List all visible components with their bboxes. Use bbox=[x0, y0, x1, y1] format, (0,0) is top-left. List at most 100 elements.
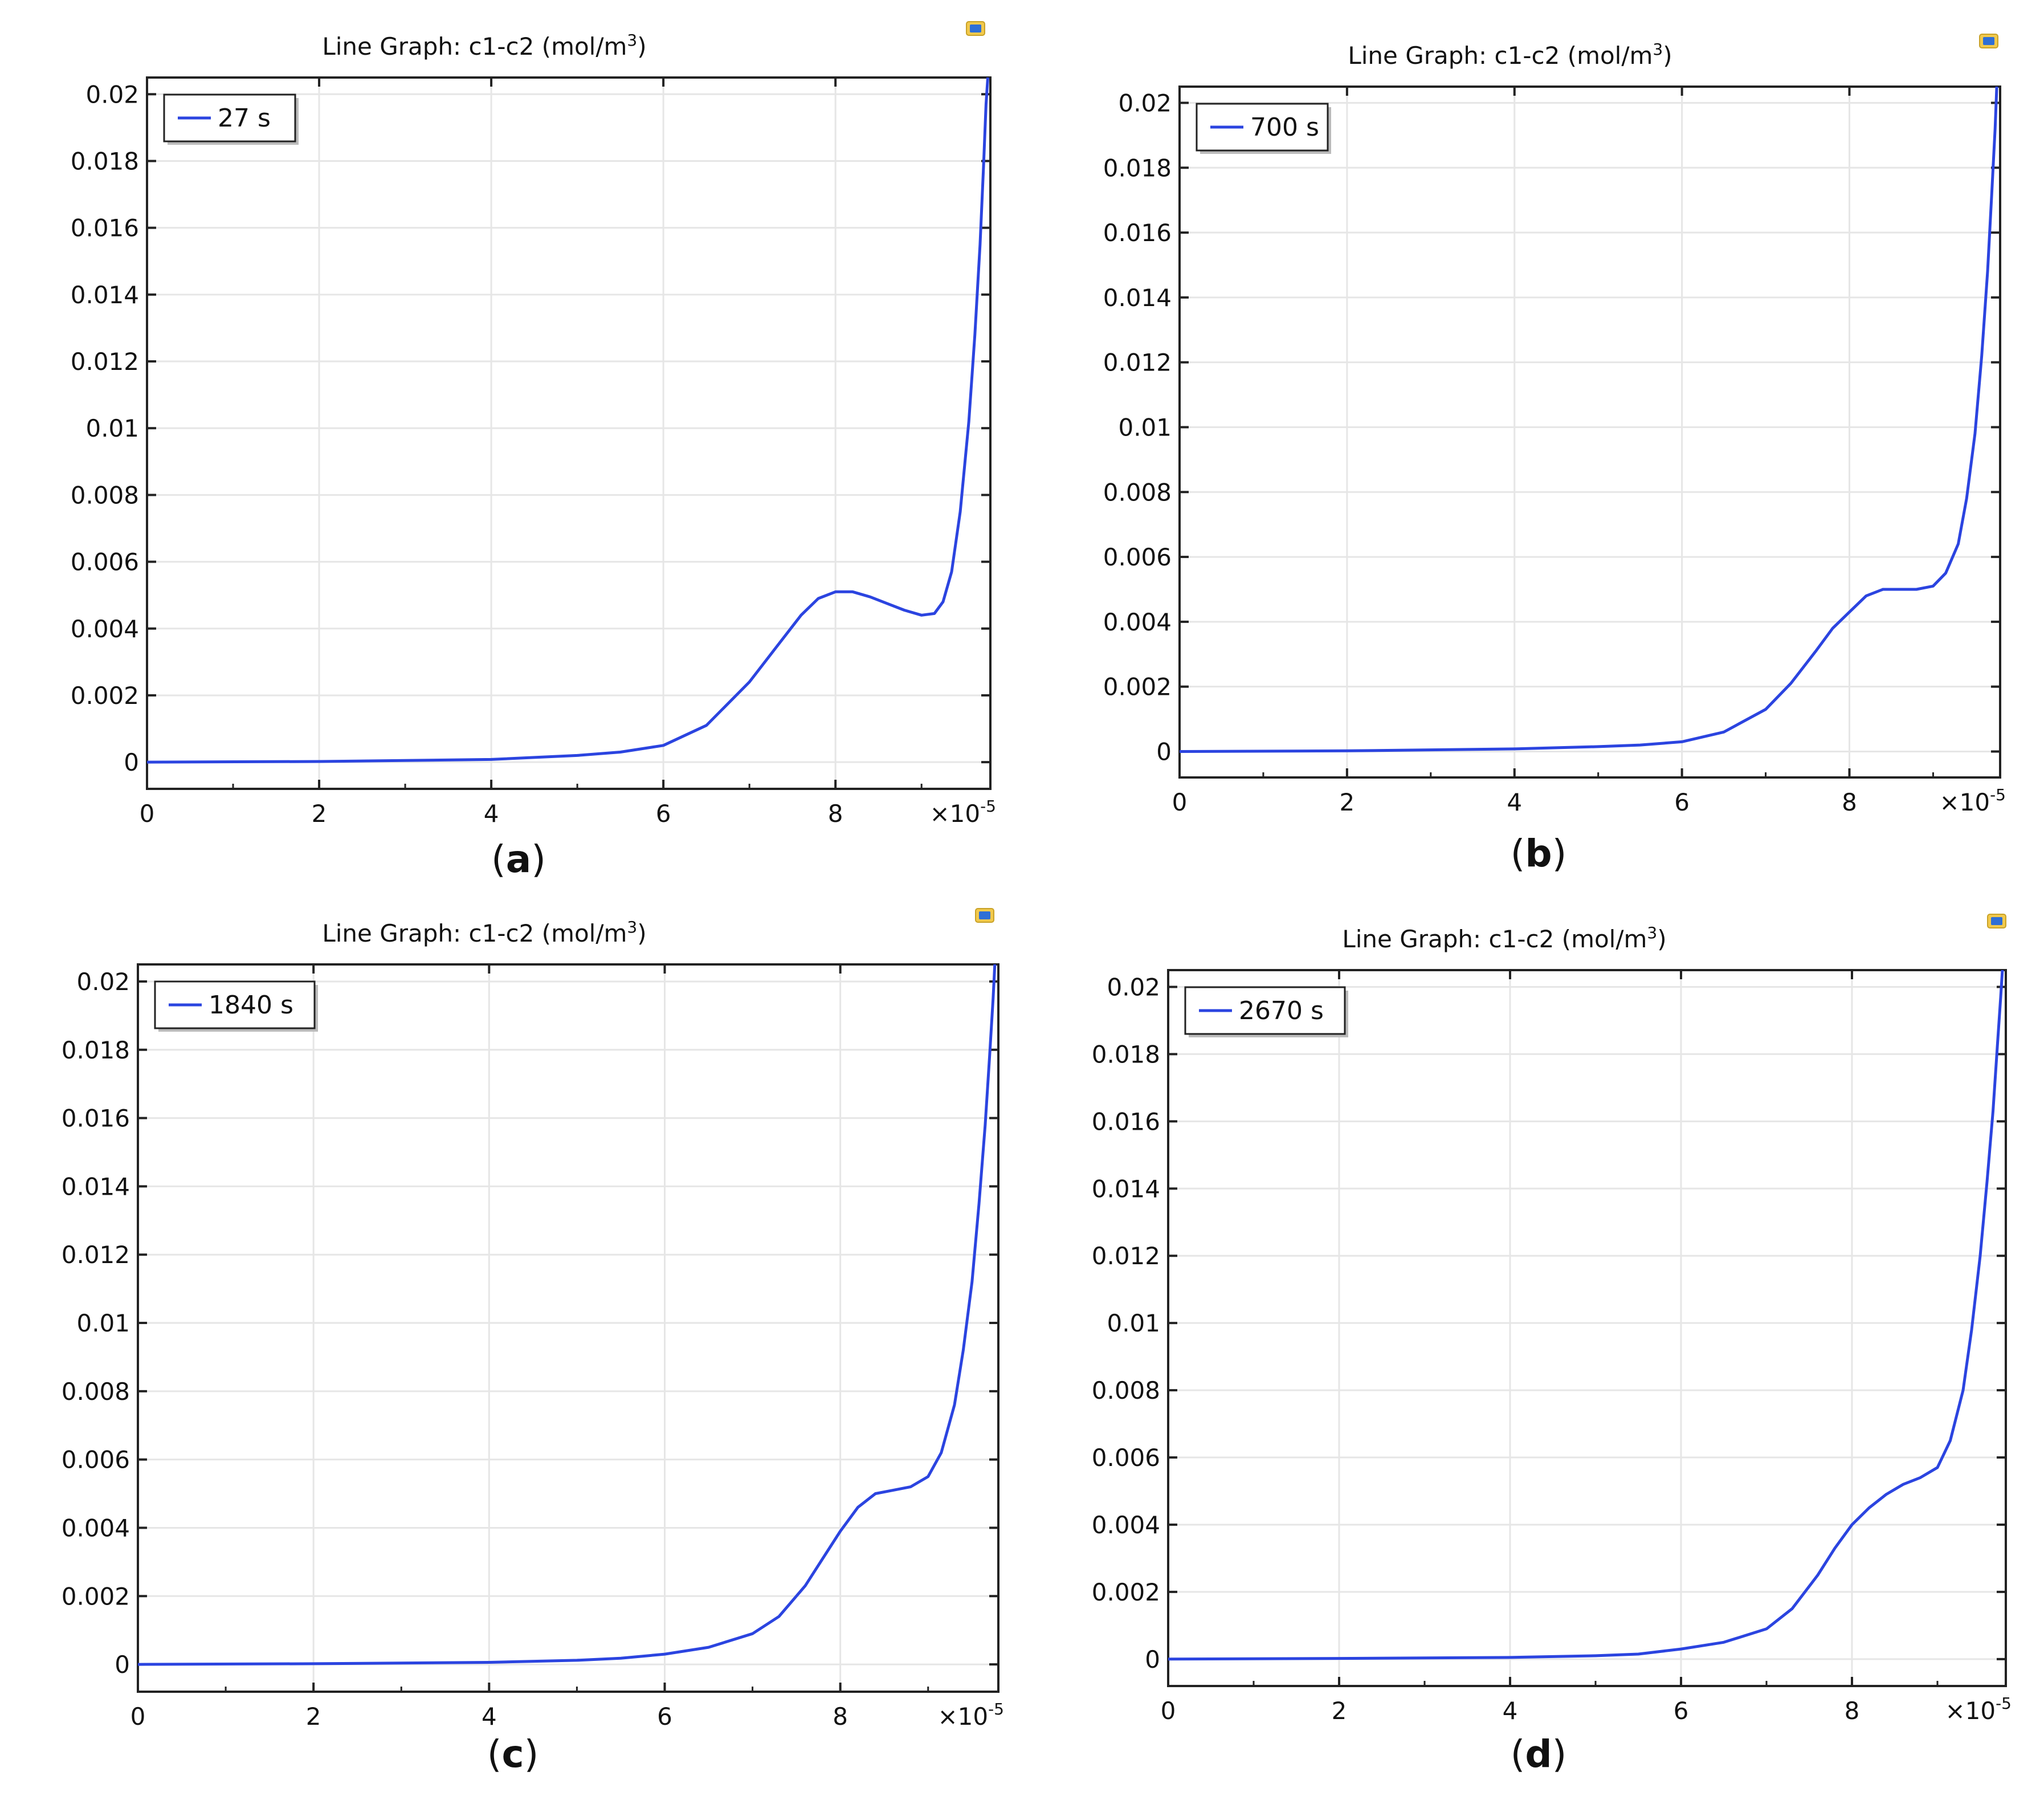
y-tick-label: 0.006 bbox=[1103, 543, 1172, 571]
y-tick-label: 0.014 bbox=[1092, 1175, 1160, 1203]
y-tick-label: 0.016 bbox=[1092, 1107, 1160, 1135]
y-tick-label: 0.002 bbox=[1103, 673, 1172, 701]
y-tick-label: 0.014 bbox=[71, 281, 139, 309]
y-tick-label: 0.018 bbox=[1103, 154, 1172, 182]
y-tick-label: 0 bbox=[124, 748, 139, 776]
plot-area bbox=[1168, 970, 2006, 1686]
panel-caption: (a) bbox=[491, 837, 546, 881]
x-tick-label: 6 bbox=[1674, 1697, 1689, 1725]
panel-caption: (c) bbox=[487, 1732, 539, 1776]
plot-window-icon bbox=[966, 21, 985, 36]
y-tick-label: 0.004 bbox=[1092, 1511, 1160, 1539]
y-tick-label: 0 bbox=[1145, 1646, 1160, 1673]
legend-label: 2670 s bbox=[1239, 996, 1324, 1025]
y-tick-label: 0.006 bbox=[62, 1446, 130, 1474]
y-tick-label: 0.008 bbox=[62, 1378, 130, 1406]
chart-title: Line Graph: c1-c2 (mol/m3) bbox=[322, 31, 646, 60]
plot-area bbox=[138, 964, 998, 1692]
x-tick-label: 4 bbox=[1507, 788, 1522, 816]
y-tick-label: 0.004 bbox=[1103, 608, 1172, 636]
y-tick-label: 0.004 bbox=[71, 615, 139, 643]
x-tick-label: 4 bbox=[1503, 1697, 1518, 1725]
panel-caption: (d) bbox=[1511, 1732, 1567, 1776]
y-tick-label: 0.012 bbox=[62, 1241, 130, 1269]
legend-label: 700 s bbox=[1250, 113, 1319, 142]
x-tick-label: 8 bbox=[1845, 1697, 1860, 1725]
x-tick-label: 6 bbox=[657, 1703, 672, 1730]
y-tick-label: 0.02 bbox=[85, 80, 139, 108]
y-tick-label: 0.02 bbox=[76, 968, 130, 996]
y-tick-label: 0.008 bbox=[71, 481, 139, 509]
x-tick-label: 2 bbox=[306, 1703, 321, 1730]
chart-panel-b: 0 2 4 6 8 ×10-5 0 0.002 0.004 0.006 0.008 0.01 0.012… bbox=[1103, 34, 2006, 875]
plot-window-icon bbox=[975, 908, 994, 923]
panel-caption: (b) bbox=[1511, 832, 1567, 875]
x-axis-multiplier: ×10-5 bbox=[937, 1700, 1004, 1730]
chart-title: Line Graph: c1-c2 (mol/m3) bbox=[322, 918, 646, 947]
icon-screen bbox=[970, 25, 981, 32]
plot-frame bbox=[137, 963, 999, 1693]
y-tick-label: 0.014 bbox=[62, 1172, 130, 1200]
y-tick-label: 0.01 bbox=[1118, 413, 1172, 441]
chart-panel-d: 0 2 4 6 8 ×10-5 0 0.002 0.004 0.006 0.008 0.01 0.012… bbox=[1092, 914, 2012, 1776]
y-tick-label: 0.012 bbox=[1092, 1242, 1160, 1270]
x-tick-label: 0 bbox=[140, 800, 155, 828]
x-tick-label: 0 bbox=[130, 1703, 146, 1730]
series-line-27s bbox=[146, 77, 989, 764]
plot-frame bbox=[1167, 969, 2007, 1687]
plot-area bbox=[1180, 87, 2000, 777]
legend-label: 27 s bbox=[218, 104, 271, 133]
x-tick-label: 6 bbox=[1674, 788, 1690, 816]
y-tick-label: 0.016 bbox=[1103, 219, 1172, 247]
x-axis-multiplier: ×10-5 bbox=[1945, 1694, 2012, 1725]
plot-area bbox=[147, 78, 990, 789]
y-tick-label: 0.016 bbox=[71, 214, 139, 242]
x-tick-label: 2 bbox=[312, 800, 327, 828]
legend-label: 1840 s bbox=[209, 991, 293, 1020]
y-tick-label: 0.02 bbox=[1118, 89, 1172, 117]
grid bbox=[1178, 87, 2000, 777]
y-tick-label: 0.018 bbox=[1092, 1040, 1160, 1068]
icon-screen bbox=[1991, 917, 2002, 925]
chart-title: Line Graph: c1-c2 (mol/m3) bbox=[1348, 40, 1672, 70]
x-tick-label: 2 bbox=[1340, 788, 1355, 816]
y-tick-label: 0.014 bbox=[1103, 284, 1172, 312]
plot-window-icon bbox=[1979, 34, 1998, 48]
chart-panel-a: 0 2 4 6 8 ×10-5 0 0.002 0.004 0.006 0.008 0.01 0.012… bbox=[71, 21, 996, 881]
y-tick-label: 0.002 bbox=[62, 1582, 130, 1610]
x-axis-multiplier: ×10-5 bbox=[929, 797, 996, 828]
y-tick-label: 0.01 bbox=[1107, 1309, 1160, 1337]
icon-screen bbox=[1983, 37, 1994, 45]
y-tick-label: 0.02 bbox=[1107, 973, 1160, 1001]
y-tick-label: 0.01 bbox=[76, 1309, 130, 1337]
icon-screen bbox=[979, 911, 990, 919]
y-tick-label: 0.016 bbox=[62, 1105, 130, 1133]
chart-panel-c: 0 2 4 6 8 ×10-5 0 0.002 0.004 0.006 0.008 0.01 0.012… bbox=[62, 908, 1004, 1776]
x-tick-label: 4 bbox=[482, 1703, 497, 1730]
y-tick-label: 0.018 bbox=[62, 1036, 130, 1064]
plot-frame bbox=[146, 76, 992, 790]
y-tick-label: 0 bbox=[1156, 738, 1172, 765]
x-tick-label: 8 bbox=[828, 800, 843, 828]
x-tick-label: 8 bbox=[1842, 788, 1857, 816]
y-tick-label: 0.004 bbox=[62, 1514, 130, 1542]
x-tick-label: 8 bbox=[833, 1703, 848, 1730]
plot-window-icon bbox=[1987, 914, 2006, 928]
x-axis-multiplier: ×10-5 bbox=[1939, 785, 2006, 816]
y-tick-label: 0.006 bbox=[1092, 1444, 1160, 1472]
x-tick-label: 0 bbox=[1172, 788, 1188, 816]
y-tick-label: 0.012 bbox=[1103, 349, 1172, 377]
y-tick-label: 0 bbox=[115, 1651, 130, 1679]
y-tick-label: 0.008 bbox=[1092, 1377, 1160, 1404]
series-line-700s bbox=[1179, 86, 1998, 753]
y-tick-label: 0.006 bbox=[71, 548, 139, 576]
plot-frame bbox=[1178, 85, 2001, 779]
y-tick-label: 0.018 bbox=[71, 147, 139, 175]
series-line-1840s bbox=[137, 964, 997, 1666]
x-tick-label: 0 bbox=[1161, 1697, 1176, 1725]
y-tick-label: 0.012 bbox=[71, 348, 139, 376]
series-line-2670s bbox=[1168, 970, 2004, 1661]
x-tick-label: 2 bbox=[1332, 1697, 1347, 1725]
x-tick-label: 4 bbox=[484, 800, 499, 828]
